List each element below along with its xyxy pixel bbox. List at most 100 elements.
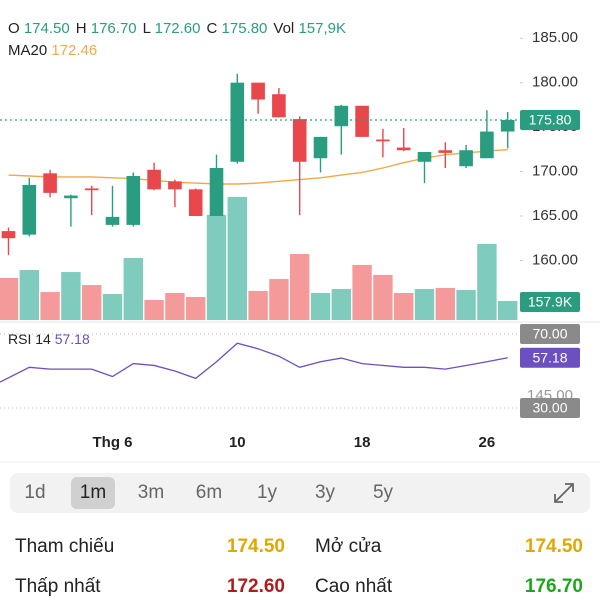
x-tick-label: 10 [229,434,246,451]
volume-bar [123,257,143,320]
rsi-tick-label: 70.00 [532,326,567,342]
volume-bar [19,270,39,320]
ma-value: 172.46 [51,42,98,59]
volume-bar [165,293,185,320]
rsi-line [0,342,508,383]
candle-body [43,173,57,193]
candle-body [105,216,120,225]
rsi-last-box [520,347,580,368]
volume-bar [352,264,372,320]
candle-body [376,139,390,142]
ma-name: MA20 [8,42,48,59]
candle-body [417,152,432,162]
ma-header: MA20 172.46 [8,42,97,59]
volume-bar [331,289,351,320]
x-tick-label: 26 [479,434,496,451]
y-tick-label: 170.00 [532,163,578,180]
ma-line [8,148,508,185]
candle-body [500,120,515,132]
range-tab[interactable]: 1d [24,482,46,503]
range-tab[interactable]: 3m [137,482,165,503]
ohlc-label: C [206,20,218,37]
ohlc-value: 176.70 [90,20,137,37]
candle-body [64,195,78,199]
stat-label: Thấp nhất [15,576,101,597]
candle-body [334,105,349,127]
volume-bar [227,196,247,320]
ohlc-value: 157,9K [298,20,346,37]
volume-bar [206,214,227,320]
ohlc-label: H [75,20,87,37]
y-tick-label: 165.00 [532,207,578,224]
expand-icon[interactable] [552,481,576,505]
candle-body [292,119,307,162]
chart: 185.00180.00175.00170.00165.00160.00175.… [0,29,600,463]
volume-bar [248,290,268,320]
rsi-name: RSI 14 [8,331,51,347]
stat-label: Cao nhất [315,576,393,597]
volume-bar [186,296,206,320]
range-tabs: 1d 1m 3m 6m 1y 3y 5y [10,473,590,513]
candle-body [1,231,16,239]
candle-body [230,82,245,162]
range-tab[interactable]: 1y [256,482,278,503]
rsi-header: RSI 14 57.18 [8,331,90,347]
candle-body [251,82,265,100]
volume-bar [102,293,123,320]
y-tick-label: 185.00 [532,29,578,46]
rsi-tick-box [520,397,580,418]
volume-bar [456,290,476,320]
candle-body [188,189,203,216]
stat-value: 174.50 [226,536,285,557]
stat-label: Mở cửa [315,536,382,557]
volume-bar [290,253,310,320]
range-tab[interactable]: 5y [372,482,394,503]
candle-body [355,105,369,137]
candle-body [84,188,99,191]
candle-body [168,181,182,190]
rsi-value: 57.18 [54,331,90,347]
range-tab[interactable]: 3y [314,482,336,503]
last-price-box [520,110,580,130]
candle-body [272,94,286,118]
ohlc-label: Vol [273,20,295,37]
stat-value: 174.50 [524,536,583,557]
x-tick-label: 18 [354,434,371,451]
y-tick-label: 160.00 [532,251,578,268]
ohlc-label: O [8,20,20,37]
rsi-tick-label: 30.00 [532,400,567,416]
candle-body [459,150,473,167]
volume-bar [414,289,435,320]
ohlc-value: 172.60 [154,20,201,37]
range-tab[interactable]: 6m [195,482,223,503]
ohlc-header: O 174.50 H 176.70 L 172.60 C 175.80 Vol 157,… [8,20,352,37]
rsi-last-label: 57.18 [532,349,567,365]
ohlc-label: L [142,20,151,37]
last-price-label: 175.80 [529,112,572,128]
range-tab[interactable]: 1m [71,477,115,509]
volume-bar [394,293,414,320]
stat-value: 172.60 [226,576,285,597]
volume-last-box [520,291,580,312]
candle-body [147,169,161,190]
volume-bar [0,277,19,320]
candle-body [22,184,37,235]
stat-value: 176.70 [524,576,583,597]
candle-body [126,176,141,225]
volume-bar [269,279,289,320]
volume-bar [435,287,455,320]
rsi-tick-box [520,324,580,345]
candle-body [480,131,494,159]
volume-bar [82,285,102,320]
volume-bar [498,300,518,320]
stat-label: Tham chiếu [15,536,115,557]
volume-bar [373,274,393,320]
volume-last-label: 157.9K [528,294,573,310]
ohlc-value: 175.80 [221,20,268,37]
candle-body [209,168,224,216]
volume-bar [40,292,60,320]
volume-bar [477,243,497,320]
candle-body [313,136,328,159]
volume-bar [310,293,331,320]
